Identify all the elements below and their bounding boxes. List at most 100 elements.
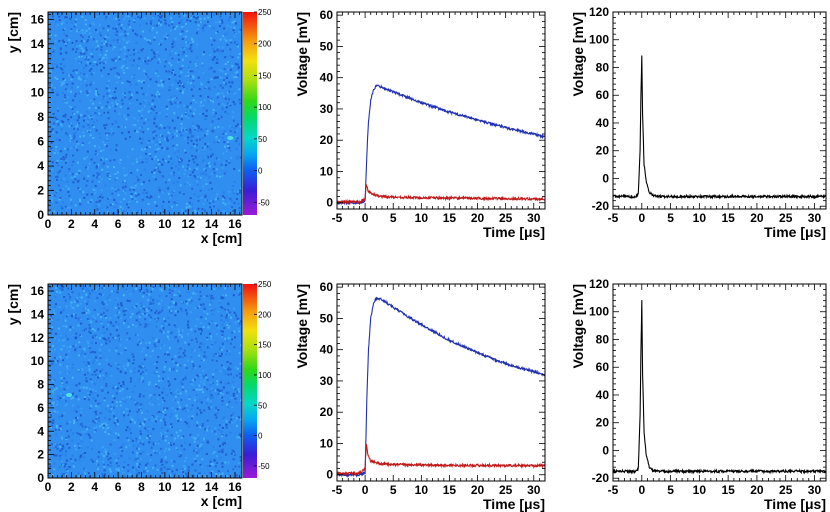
x-tick-label: 12 (182, 217, 196, 231)
y-tick-label: 4 (37, 424, 44, 438)
y-tick-label: 60 (596, 360, 610, 374)
y-tick-label: 0 (602, 171, 609, 185)
colorbar-tick-label: 100 (258, 103, 272, 112)
y-axis-title: y [cm] (5, 284, 21, 325)
y-tick-label: 100 (589, 33, 609, 47)
x-tick-label: 30 (808, 483, 822, 497)
y-tick-label: 20 (320, 133, 334, 147)
y-tick-label: 12 (31, 331, 45, 345)
colorbar-tick-label: 50 (258, 401, 267, 410)
series-line-0 (336, 296, 546, 479)
x-tick-label: 12 (182, 480, 196, 494)
y-tick-label: 60 (320, 280, 334, 294)
hotspot-mark (227, 135, 234, 140)
panel-map-top: -50 0 50 100 150 200 250 0 2 4 6 8 10 12 14 16 0 2 4 6 8 10 12… (5, 8, 272, 246)
heatmap-noise (48, 12, 242, 215)
y-tick-label: 14 (31, 37, 45, 51)
x-tick-label: 2 (68, 217, 75, 231)
y-tick-label: 80 (596, 332, 610, 346)
y-tick-label: 10 (320, 436, 334, 450)
y-tick-label: 2 (37, 448, 44, 462)
y-tick-label: 30 (320, 374, 334, 388)
x-tick-label: 5 (390, 483, 397, 497)
x-tick-label: 10 (415, 483, 429, 497)
colorbar (243, 12, 257, 215)
x-tick-label: 0 (362, 211, 369, 225)
x-tick-label: 25 (499, 211, 513, 225)
y-tick-label: 16 (31, 12, 45, 26)
x-axis-title: x [cm] (201, 230, 242, 246)
plot-frame (612, 283, 827, 482)
panel-wave-bottom-right: -5 0 5 10 15 20 25 30 -20 0 20 40 60 80 100 120 Time [μs… (570, 277, 827, 512)
y-tick-label: 0 (326, 468, 333, 482)
y-tick-label: 40 (320, 71, 334, 85)
y-tick-label: 10 (31, 354, 45, 368)
colorbar-tick-label: -50 (258, 198, 270, 207)
y-tick-label: 14 (31, 307, 45, 321)
y-tick-label: 0 (602, 443, 609, 457)
y-axis-title: Voltage [mV] (294, 12, 310, 97)
x-tick-label: 20 (750, 211, 764, 225)
x-tick-label: 30 (527, 483, 541, 497)
x-tick-label: 25 (499, 483, 513, 497)
y-tick-label: 10 (31, 86, 45, 100)
x-tick-label: 10 (693, 483, 707, 497)
x-tick-label: -5 (608, 211, 619, 225)
y-tick-label: 6 (37, 135, 44, 149)
x-axis-title: Time [μs] (483, 224, 545, 240)
x-axis-title: x [cm] (201, 493, 242, 509)
colorbar-tick-label: 50 (258, 135, 267, 144)
x-tick-label: 14 (205, 480, 219, 494)
x-tick-label: 10 (158, 480, 172, 494)
colorbar-tick-label: 0 (258, 432, 263, 441)
y-tick-label: 60 (596, 88, 610, 102)
x-tick-label: 16 (228, 217, 242, 231)
y-tick-label: 40 (320, 343, 334, 357)
y-tick-label: 20 (596, 144, 610, 158)
y-tick-label: 12 (31, 61, 45, 75)
y-tick-label: 100 (589, 305, 609, 319)
x-tick-label: 16 (228, 480, 242, 494)
y-tick-label: 80 (596, 60, 610, 74)
y-tick-label: 20 (320, 405, 334, 419)
x-tick-label: 15 (721, 211, 735, 225)
y-tick-label: 40 (596, 388, 610, 402)
x-tick-label: 30 (527, 211, 541, 225)
y-tick-label: 50 (320, 39, 334, 53)
x-tick-label: 5 (667, 483, 674, 497)
x-tick-label: 0 (638, 211, 645, 225)
panel-wave-top-right: -5 0 5 10 15 20 25 30 -20 0 20 40 60 80 100 120 Time [μs… (570, 5, 827, 240)
x-tick-label: 15 (443, 211, 457, 225)
colorbar (243, 284, 257, 478)
x-tick-label: 0 (45, 217, 52, 231)
x-tick-label: 15 (721, 483, 735, 497)
x-tick-label: 8 (138, 480, 145, 494)
y-tick-label: 0 (37, 208, 44, 222)
x-tick-label: 25 (779, 483, 793, 497)
x-tick-label: 4 (91, 217, 98, 231)
x-tick-label: 25 (779, 211, 793, 225)
series-line-0 (336, 84, 546, 206)
x-tick-label: 6 (115, 480, 122, 494)
y-tick-label: 120 (589, 5, 609, 19)
colorbar-tick-label: 150 (258, 71, 272, 80)
y-tick-label: 16 (31, 284, 45, 298)
x-tick-label: 20 (750, 483, 764, 497)
x-tick-label: 0 (362, 483, 369, 497)
y-tick-label: 30 (320, 102, 334, 116)
series-line-0 (612, 300, 827, 475)
y-tick-label: 6 (37, 401, 44, 415)
y-tick-label: 40 (596, 116, 610, 130)
colorbar-tick-label: 200 (258, 310, 272, 319)
colorbar-tick-label: 0 (258, 167, 263, 176)
x-tick-label: 2 (68, 480, 75, 494)
y-tick-label: 4 (37, 159, 44, 173)
x-tick-label: 30 (808, 211, 822, 225)
panel-map-bottom: -50 0 50 100 150 200 250 0 2 4 6 8 10 12 14 16 0 2 4 6 8 10 12… (5, 280, 272, 509)
y-axis-title: y [cm] (5, 12, 21, 53)
plot-frame (47, 11, 243, 216)
x-tick-label: 10 (693, 211, 707, 225)
